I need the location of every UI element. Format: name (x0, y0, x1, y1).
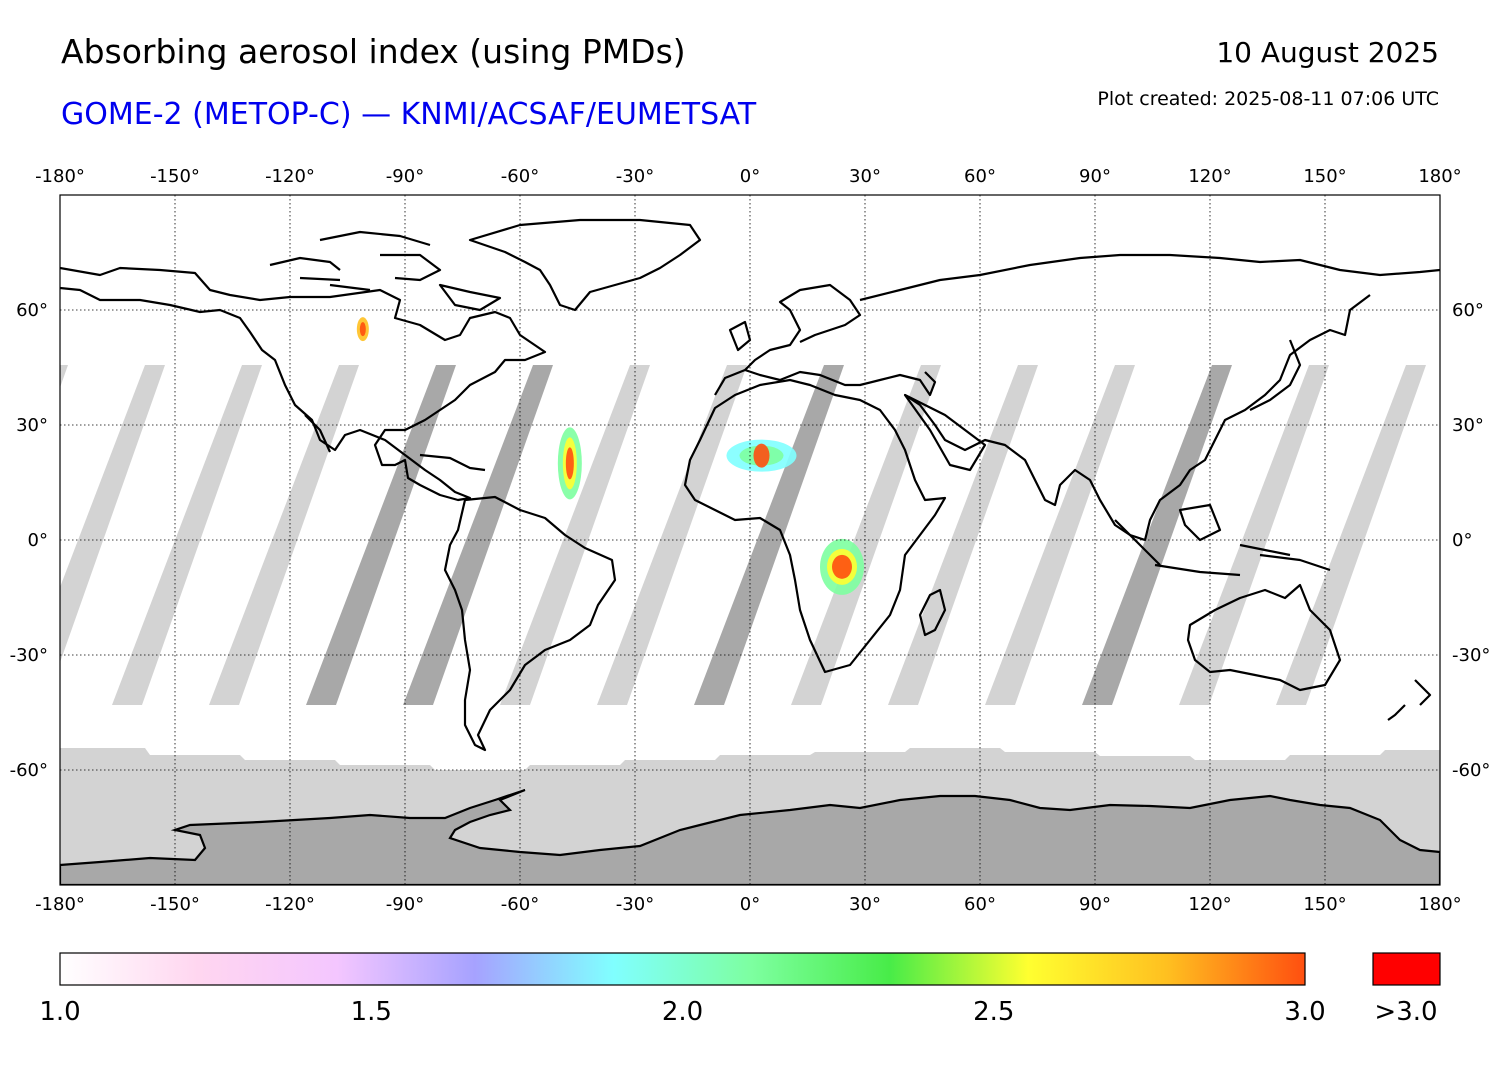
orbit-gap-stripe (888, 365, 1038, 705)
lon-tick-bottom: 30° (849, 894, 881, 915)
lon-tick-bottom: 180° (1418, 894, 1461, 915)
greenland (468, 218, 702, 312)
colorbar-over-box (1372, 952, 1441, 986)
colorbar-over-label: >3.0 (1374, 997, 1437, 1027)
lat-tick-left: -60° (10, 760, 48, 781)
lon-tick-bottom: 90° (1079, 894, 1111, 915)
lon-tick-top: 90° (1079, 166, 1111, 187)
lat-tick-right: -30° (1452, 645, 1490, 666)
japan (1249, 339, 1302, 411)
orbit-gap-stripe (112, 365, 262, 705)
lat-tick-left: 30° (16, 415, 48, 436)
orbit-gap-stripe (306, 365, 456, 705)
colorbar: 1.0 1.5 2.0 2.5 3.0 >3.0 (39, 952, 1441, 1027)
map-frame (59, 194, 1441, 886)
aerosol-hotspot (565, 447, 574, 480)
lon-tick-top: -120° (265, 166, 315, 187)
aerosol-signal (356, 317, 864, 595)
lon-tick-top: -150° (150, 166, 200, 187)
lat-tick-right: 30° (1452, 415, 1484, 436)
colorbar-tick: 3.0 (1284, 997, 1325, 1027)
lon-tick-bottom: 120° (1188, 894, 1231, 915)
lon-tick-bottom: -120° (265, 894, 315, 915)
map-date: 10 August 2025 (1216, 36, 1439, 69)
lat-tick-left: -30° (10, 645, 48, 666)
lon-tick-top: 30° (849, 166, 881, 187)
colorbar-tick: 2.5 (973, 997, 1014, 1027)
orbit-gap-stripe (403, 365, 553, 705)
lon-tick-top: -60° (501, 166, 539, 187)
aerosol-hotspot (359, 322, 366, 337)
orbit-gap-stripe (1276, 365, 1426, 705)
orbit-swath-gaps (60, 365, 1426, 705)
orbit-gap-stripe (694, 365, 844, 705)
orbit-gap-stripe (209, 365, 359, 705)
lon-tick-top: -30° (616, 166, 654, 187)
aerosol-hotspot (832, 554, 852, 579)
lon-tick-top: 180° (1418, 166, 1461, 187)
madagascar (918, 588, 947, 637)
colorbar-tick: 1.0 (39, 997, 80, 1027)
colorbar-tick-labels: 1.0 1.5 2.0 2.5 3.0 (39, 997, 1325, 1027)
map-title: Absorbing aerosol index (using PMDs) (61, 32, 686, 71)
baja-california (304, 414, 332, 453)
colorbar-tick: 1.5 (351, 997, 392, 1027)
lon-tick-bottom: -150° (150, 894, 200, 915)
aerosol-hotspot (753, 443, 770, 468)
lon-tick-bottom: -90° (386, 894, 424, 915)
new-zealand (1387, 679, 1432, 721)
lon-tick-bottom: -30° (616, 894, 654, 915)
lon-tick-bottom: 60° (964, 894, 996, 915)
lat-tick-right: 60° (1452, 300, 1484, 321)
lon-tick-bottom: -180° (35, 894, 85, 915)
antarctica (60, 788, 1440, 885)
lon-tick-bottom: -60° (501, 894, 539, 915)
lon-tick-bottom: 150° (1303, 894, 1346, 915)
lon-tick-top: 150° (1303, 166, 1346, 187)
cuba (419, 453, 486, 472)
orbit-gap-stripe (1082, 365, 1232, 705)
arabian-peninsula (903, 393, 987, 472)
orbit-gap-stripe (60, 365, 165, 663)
orbit-gap-stripe (985, 365, 1135, 705)
plot-created-label: Plot created: 2025-08-11 07:06 UTC (1097, 88, 1439, 110)
orbit-gap-stripe (597, 365, 747, 705)
lon-tick-top: 0° (740, 166, 760, 187)
orbit-gap-stripe (60, 365, 68, 388)
lat-tick-right: 0° (1452, 530, 1472, 551)
north-america (60, 266, 547, 502)
lon-tick-top: 120° (1188, 166, 1231, 187)
colorbar-tick: 2.0 (662, 997, 703, 1027)
orbit-gap-stripe (791, 365, 941, 705)
map-subtitle: GOME-2 (METOP-C) — KNMI/ACSAF/EUMETSAT (61, 97, 757, 132)
lon-tick-bottom: 0° (740, 894, 760, 915)
orbit-gap-stripe (1179, 365, 1329, 705)
lat-tick-left: 0° (28, 530, 48, 551)
south-america (443, 495, 617, 752)
lon-tick-top: 60° (964, 166, 996, 187)
lat-tick-right: -60° (1452, 760, 1490, 781)
asia (859, 253, 1440, 542)
lon-tick-top: -180° (35, 166, 85, 187)
australia (1186, 583, 1342, 692)
orbit-gap-stripe (500, 365, 650, 705)
axis-tick-labels: -180° -180° -150° -150° -120° -120° -90° -90° -6… (10, 166, 1491, 915)
colorbar-gradient (59, 952, 1306, 986)
africa (683, 378, 947, 674)
graticule (60, 195, 1440, 885)
lon-tick-top: -90° (386, 166, 424, 187)
lat-tick-left: 60° (16, 300, 48, 321)
arctic-islands (269, 230, 502, 312)
